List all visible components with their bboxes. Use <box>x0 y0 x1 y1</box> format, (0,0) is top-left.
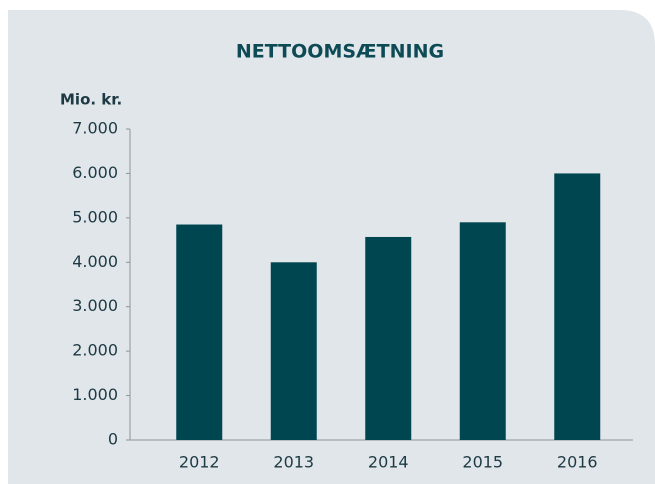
y-tick-label: 2.000 <box>72 341 118 360</box>
y-tick-label: 5.000 <box>72 207 118 226</box>
y-tick-label: 1.000 <box>72 385 118 404</box>
x-tick-label: 2014 <box>368 453 409 472</box>
y-tick-label: 7.000 <box>72 119 118 138</box>
y-tick-label: 4.000 <box>72 252 118 271</box>
chart-title: NETTOOMSÆTNING <box>236 41 444 63</box>
y-tick-label: 6.000 <box>72 163 118 182</box>
y-tick-label: 0 <box>108 430 118 449</box>
x-tick-label: 2016 <box>557 453 598 472</box>
y-tick-label: 3.000 <box>72 296 118 315</box>
x-tick-label: 2013 <box>273 453 314 472</box>
x-tick-label: 2012 <box>179 453 220 472</box>
bar <box>365 236 412 440</box>
bar <box>554 173 601 440</box>
bar <box>176 224 223 440</box>
bar <box>459 222 506 440</box>
y-axis-label: Mio. kr. <box>60 91 122 109</box>
x-tick-label: 2015 <box>462 453 503 472</box>
bar <box>270 262 317 440</box>
